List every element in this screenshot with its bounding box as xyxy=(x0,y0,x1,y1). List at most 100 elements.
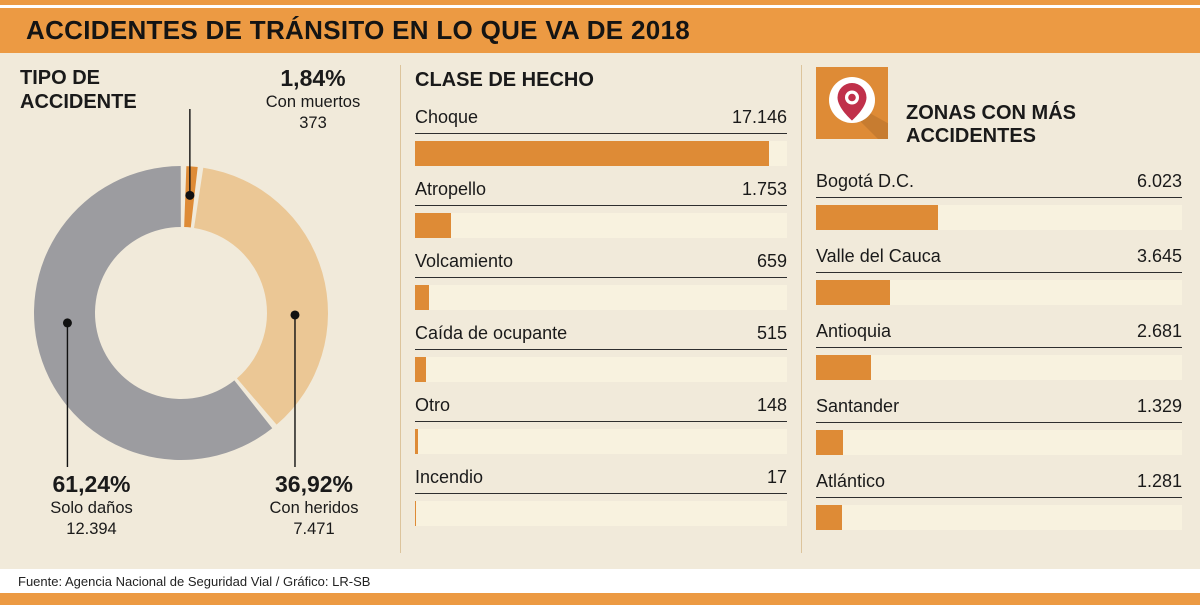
bar-row: Valle del Cauca 3.645 xyxy=(816,246,1182,305)
bar-track xyxy=(816,280,1182,305)
zonas-header: ZONAS CON MÁS ACCIDENTES xyxy=(816,67,1182,147)
column-divider xyxy=(801,65,802,553)
map-pin-icon xyxy=(816,67,888,139)
bar-row-head: Choque 17.146 xyxy=(415,107,787,134)
donut-value-solo-danos: 12.394 xyxy=(66,520,117,539)
header: ACCIDENTES DE TRÁNSITO EN LO QUE VA DE 2… xyxy=(0,8,1200,53)
bar-fill xyxy=(415,428,419,454)
bar-row: Atropello 1.753 xyxy=(415,179,787,238)
bar-label: Antioquia xyxy=(816,321,892,341)
bar-row-head: Incendio 17 xyxy=(415,467,787,494)
donut-value-con-heridos: 7.471 xyxy=(293,520,335,539)
top-accent-bar xyxy=(0,0,1200,5)
bar-track xyxy=(816,205,1182,230)
top-gap xyxy=(0,5,1200,8)
bar-label: Valle del Cauca xyxy=(816,246,941,266)
bar-fill xyxy=(816,280,891,305)
donut-name-solo-danos: Solo daños xyxy=(50,499,133,517)
bar-label: Caída de ocupante xyxy=(415,322,568,343)
bar-track xyxy=(415,500,787,526)
bar-label: Bogotá D.C. xyxy=(816,171,915,191)
bar-value: 1.281 xyxy=(1136,471,1182,491)
bar-row: Incendio 17 xyxy=(415,467,787,526)
donut-value-con-muertos: 373 xyxy=(299,114,327,133)
bar-row-head: Atropello 1.753 xyxy=(415,179,787,206)
bar-track xyxy=(816,505,1182,530)
bar-label: Santander xyxy=(816,396,900,416)
zonas-rows: Bogotá D.C. 6.023 Valle del Cauca 3.645 Anti… xyxy=(816,171,1182,530)
bar-label: Atropello xyxy=(415,178,487,199)
donut-name-con-heridos: Con heridos xyxy=(269,499,359,517)
bar-row-head: Bogotá D.C. 6.023 xyxy=(816,171,1182,198)
clase-de-hecho-rows: Choque 17.146 Atropello 1.753 Volcamiento 659… xyxy=(415,107,787,526)
donut-pct-con-heridos: 36,92% xyxy=(274,471,353,497)
bar-row-head: Caída de ocupante 515 xyxy=(415,323,787,350)
bar-fill xyxy=(415,140,770,166)
donut-label-con-muertos: 1,84% Con muertos 373 xyxy=(228,65,398,135)
donut-name-con-muertos: Con muertos xyxy=(265,93,361,111)
donut-label-con-heridos: 36,92% Con heridos 7.471 xyxy=(240,471,388,541)
bar-fill xyxy=(415,284,429,310)
bar-fill xyxy=(816,505,843,530)
bar-value: 17 xyxy=(766,466,787,487)
donut-slice xyxy=(194,167,328,425)
bar-row-head: Valle del Cauca 3.645 xyxy=(816,246,1182,273)
bar-track xyxy=(816,430,1182,455)
bar-row: Volcamiento 659 xyxy=(415,251,787,310)
bar-row-head: Santander 1.329 xyxy=(816,396,1182,423)
bar-row: Atlántico 1.281 xyxy=(816,471,1182,530)
section-zonas: ZONAS CON MÁS ACCIDENTES Bogotá D.C. 6.02… xyxy=(816,53,1182,569)
bar-row-head: Atlántico 1.281 xyxy=(816,471,1182,498)
bar-value: 659 xyxy=(756,250,787,271)
section-clase-de-hecho: CLASE DE HECHO Choque 17.146 Atropello 1.75… xyxy=(415,53,787,569)
bar-label: Otro xyxy=(415,394,451,415)
bar-fill xyxy=(415,212,452,238)
bars-title-zonas: ZONAS CON MÁS ACCIDENTES xyxy=(906,101,1076,148)
donut-chart-title: TIPO DE ACCIDENTE xyxy=(20,67,137,113)
donut-slice xyxy=(33,166,273,460)
bar-track xyxy=(415,284,787,310)
bar-track xyxy=(415,428,787,454)
bar-track xyxy=(816,355,1182,380)
donut-label-solo-danos: 61,24% Solo daños 12.394 xyxy=(24,471,159,541)
bar-fill xyxy=(816,355,871,380)
bar-track xyxy=(415,356,787,382)
bar-row: Choque 17.146 xyxy=(415,107,787,166)
footer: Fuente: Agencia Nacional de Seguridad Vi… xyxy=(0,569,1200,593)
bar-value: 148 xyxy=(756,394,787,415)
bar-fill xyxy=(816,430,844,455)
bars-title-clase-de-hecho: CLASE DE HECHO xyxy=(415,69,594,91)
donut-leader-dot xyxy=(185,190,195,200)
page-title: ACCIDENTES DE TRÁNSITO EN LO QUE VA DE 2… xyxy=(26,15,690,45)
bottom-accent-bar xyxy=(0,593,1200,605)
bar-label: Incendio xyxy=(415,466,484,487)
bar-label: Choque xyxy=(415,106,479,127)
bar-row: Bogotá D.C. 6.023 xyxy=(816,171,1182,230)
source-credit: Fuente: Agencia Nacional de Seguridad Vi… xyxy=(18,573,371,589)
bar-value: 515 xyxy=(756,322,787,343)
main-content: TIPO DE ACCIDENTE 1,84% Con muertos 373 … xyxy=(0,53,1200,569)
bar-value: 1.329 xyxy=(1136,396,1182,416)
donut-leader-dot xyxy=(62,318,72,328)
bar-value: 6.023 xyxy=(1136,171,1182,191)
bar-label: Atlántico xyxy=(816,471,886,491)
bar-row: Antioquia 2.681 xyxy=(816,321,1182,380)
bar-fill xyxy=(415,356,426,382)
bar-fill xyxy=(816,205,939,230)
donut-pct-solo-danos: 61,24% xyxy=(52,471,131,497)
bar-row-head: Otro 148 xyxy=(415,395,787,422)
donut-slice xyxy=(184,166,198,228)
bar-value: 2.681 xyxy=(1136,321,1182,341)
bar-row-head: Volcamiento 659 xyxy=(415,251,787,278)
column-divider xyxy=(400,65,401,553)
bar-value: 17.146 xyxy=(731,106,787,127)
bar-track xyxy=(415,212,787,238)
bar-row: Otro 148 xyxy=(415,395,787,454)
section-tipo-de-accidente: TIPO DE ACCIDENTE 1,84% Con muertos 373 … xyxy=(18,53,386,569)
bar-row-head: Antioquia 2.681 xyxy=(816,321,1182,348)
bar-label: Volcamiento xyxy=(415,250,514,271)
donut-leader-dot xyxy=(290,310,300,320)
bar-value: 1.753 xyxy=(741,178,787,199)
donut-pct-con-muertos: 1,84% xyxy=(280,65,346,91)
bar-value: 3.645 xyxy=(1136,246,1182,266)
